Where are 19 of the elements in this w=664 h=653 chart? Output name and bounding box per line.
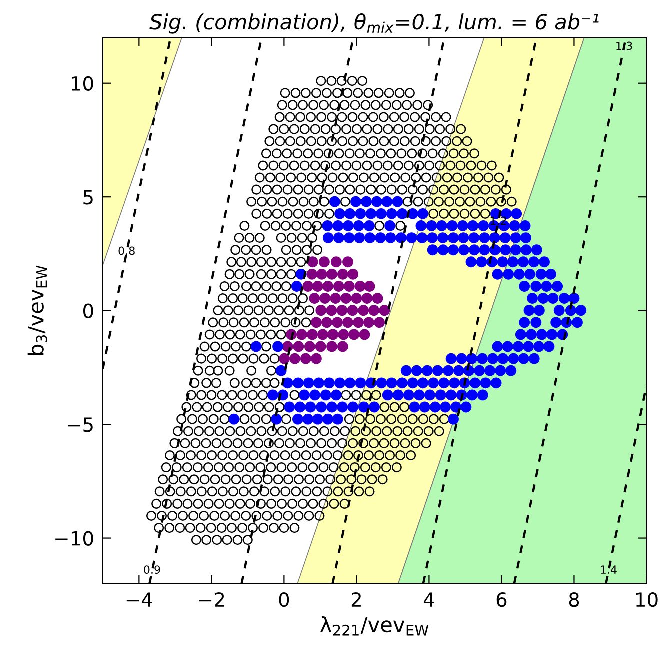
annotation: 0.9 <box>144 566 160 574</box>
x-tick-label: 2 <box>352 592 361 607</box>
x-tick-label: 6 <box>496 592 507 608</box>
annotation: 1.4 <box>601 566 617 574</box>
x-tick-label: 10 <box>636 592 658 608</box>
y-axis-title: b$_{3}$/vev$_{EW}$ <box>28 266 48 356</box>
x-tick-label: 8 <box>569 592 580 608</box>
x-axis-title: λ$_{221}$/vev$_{EW}$ <box>320 616 429 636</box>
x-tick-label: −2 <box>199 592 224 607</box>
y-tick-label: −10 <box>56 531 94 546</box>
y-tick-label: 10 <box>72 76 94 92</box>
annotation: 0.8 <box>118 246 135 256</box>
chart-title: Sig. (combination), θ$_{mix}$=0.1, lum. = 6 ab⁻¹ <box>150 14 599 34</box>
y-tick-label: −5 <box>68 418 93 432</box>
y-tick-label: 5 <box>84 190 93 205</box>
y-tick-label: 0 <box>83 304 94 318</box>
x-tick-label: −4 <box>126 592 152 607</box>
x-tick-label: 0 <box>279 592 290 608</box>
x-tick-label: 4 <box>424 592 434 607</box>
